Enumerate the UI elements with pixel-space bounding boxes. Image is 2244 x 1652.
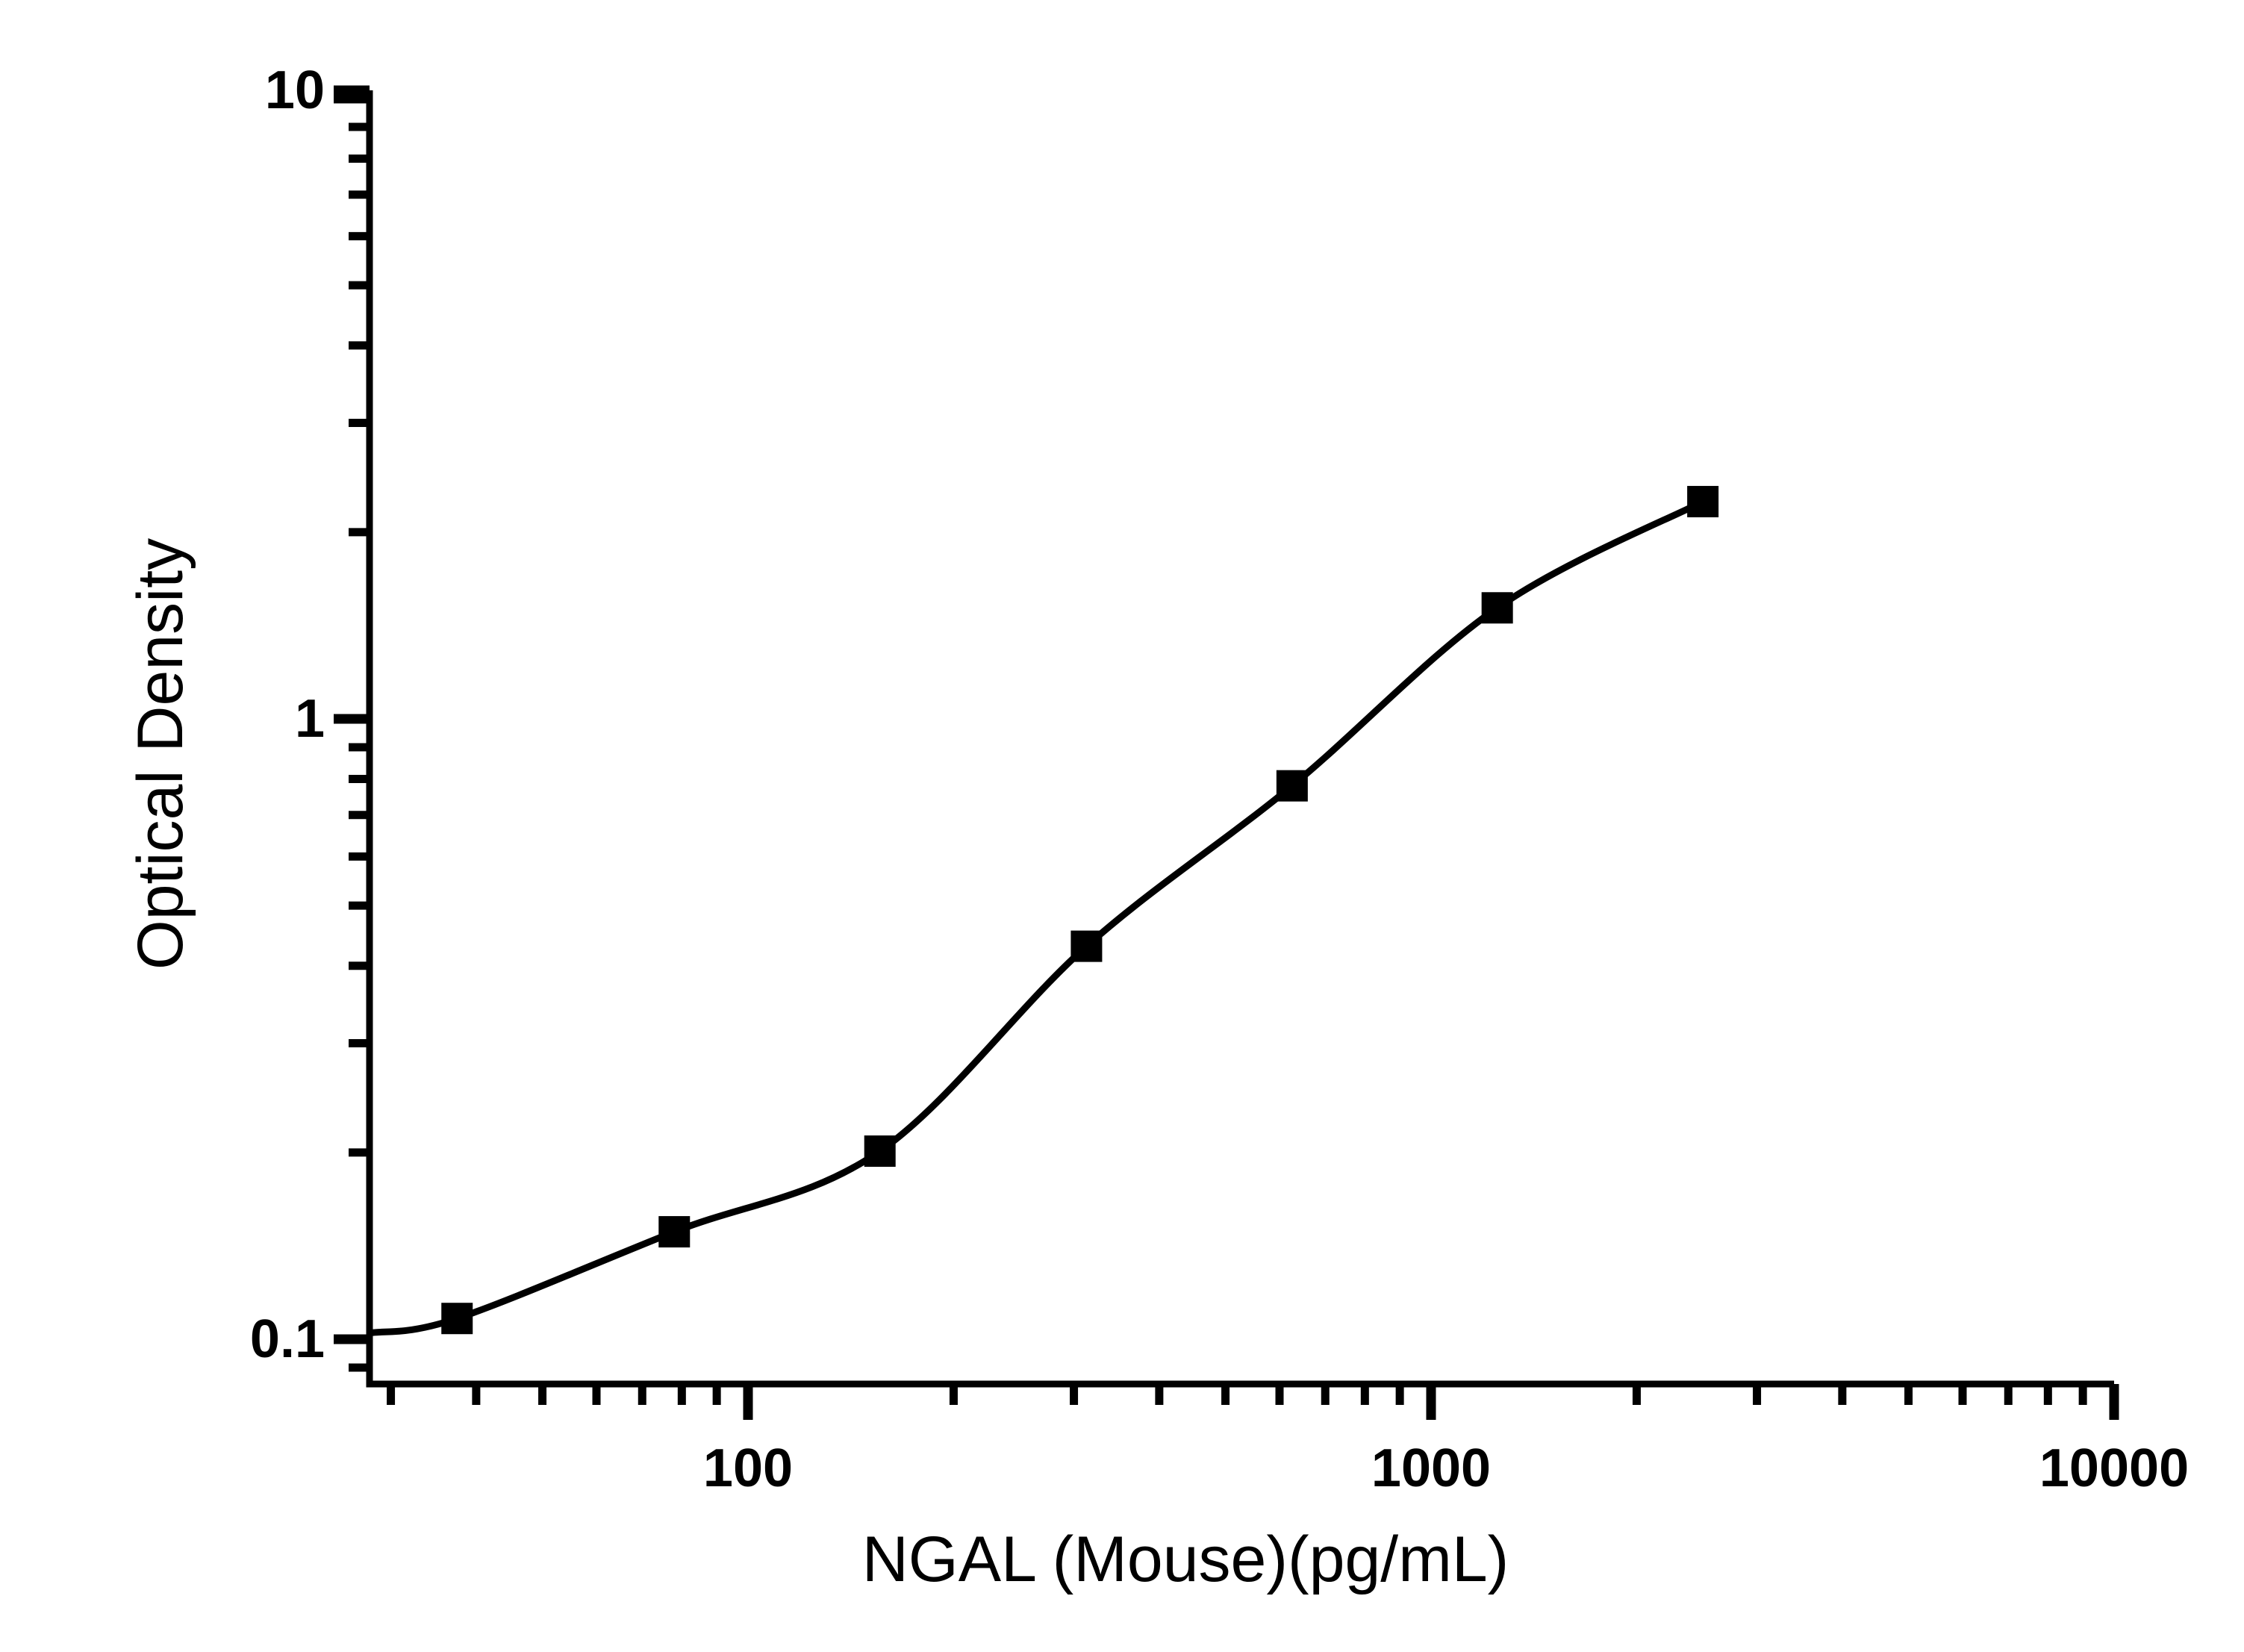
x-tick-label: 1000: [1371, 1439, 1492, 1498]
y-axis-ticks: [334, 85, 370, 1372]
y-axis-title: Optical Density: [125, 537, 196, 970]
fit-curve: [367, 498, 1707, 1337]
x-tick-label: 100: [702, 1439, 794, 1498]
x-axis-title: NGAL (Mouse)(pg/mL): [861, 1524, 1509, 1595]
x-axis-ticks: [387, 1384, 2119, 1420]
data-point-marker: [864, 1135, 896, 1168]
y-tick-label: 0.1: [249, 1309, 325, 1369]
data-point-markers: [441, 485, 1719, 1335]
data-point-marker: [1687, 485, 1719, 517]
y-tick-label: 1: [294, 689, 325, 749]
data-point-marker: [1276, 770, 1308, 802]
x-tick-label: 10000: [2039, 1439, 2190, 1498]
data-point-marker: [658, 1216, 691, 1248]
data-point-marker: [441, 1303, 473, 1335]
y-tick-label: 10: [264, 60, 325, 120]
data-point-marker: [1070, 930, 1103, 962]
data-point-marker: [1481, 592, 1513, 624]
axis-lines: [366, 90, 2114, 1388]
